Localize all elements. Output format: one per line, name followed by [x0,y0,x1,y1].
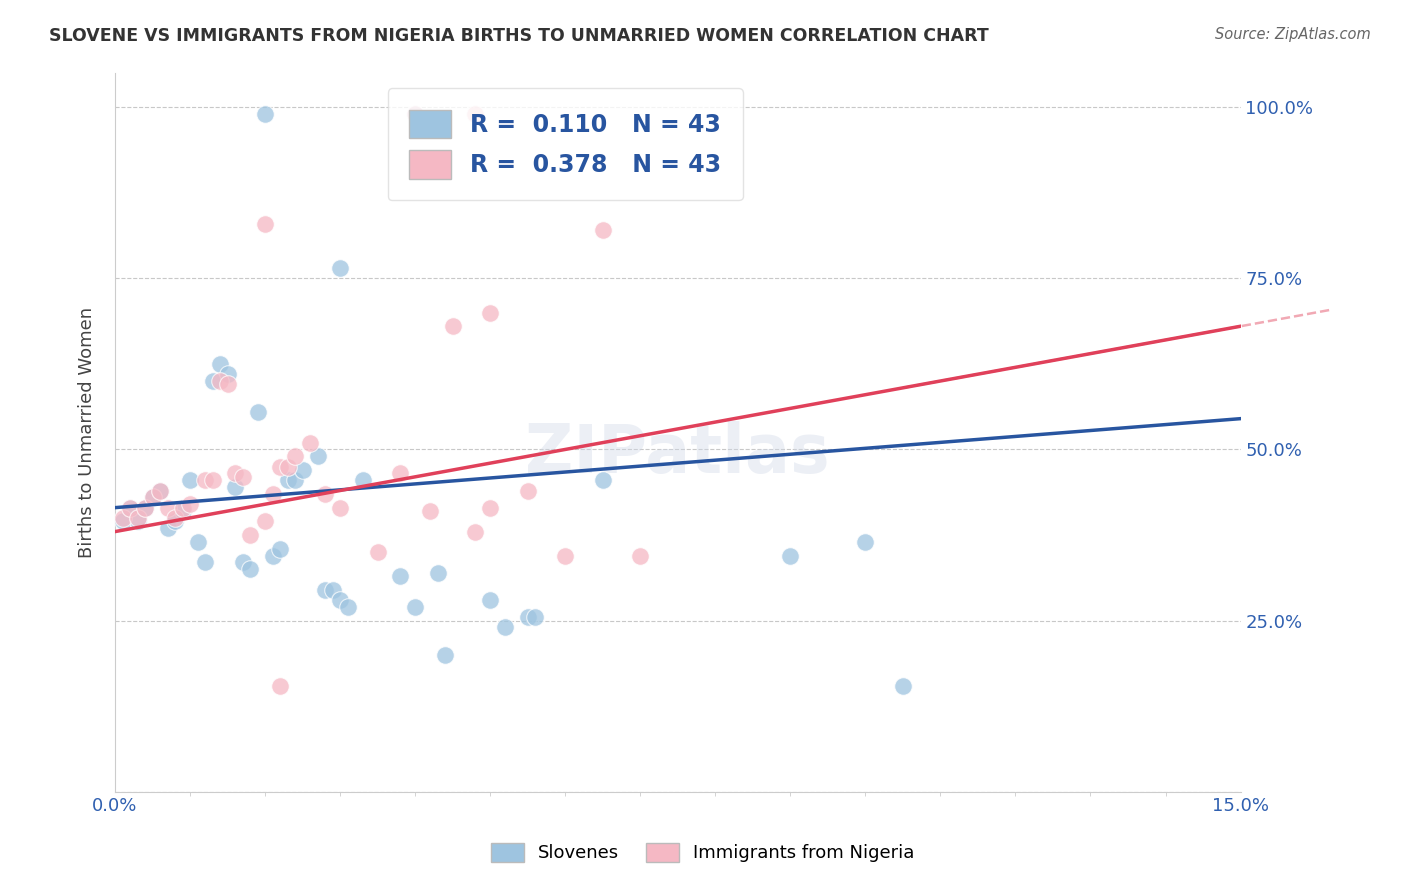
Point [419,504,441,518]
Point [172,504,194,518]
Point [284,450,307,464]
Point [179,497,201,511]
Point [254,514,277,528]
Point [262,549,284,563]
Point [329,261,352,276]
Point [149,483,172,498]
Point [389,569,412,583]
Point [352,473,374,487]
Point [156,521,179,535]
Point [277,473,299,487]
Point [217,377,239,392]
Point [853,534,876,549]
Point [426,566,449,580]
Point [479,500,502,515]
Point [336,599,359,614]
Text: ZIPatlas: ZIPatlas [526,421,830,487]
Point [149,483,172,498]
Point [134,500,156,515]
Point [134,500,156,515]
Point [779,549,801,563]
Y-axis label: Births to Unmarried Women: Births to Unmarried Women [79,307,96,558]
Point [307,450,329,464]
Point [269,679,291,693]
Point [592,223,614,237]
Point [172,500,194,515]
Point [464,524,486,539]
Point [217,367,239,381]
Point [111,511,134,525]
Point [118,500,141,515]
Point [141,491,163,505]
Point [246,405,269,419]
Legend: Slovenes, Immigrants from Nigeria: Slovenes, Immigrants from Nigeria [484,836,922,870]
Point [314,582,336,597]
Point [329,500,352,515]
Point [224,467,246,481]
Point [254,107,277,121]
Point [479,305,502,319]
Point [516,610,538,624]
Point [165,514,187,528]
Point [127,514,149,528]
Point [269,541,291,556]
Point [156,500,179,515]
Point [291,463,314,477]
Point [187,534,209,549]
Point [404,107,426,121]
Point [254,217,277,231]
Point [194,473,217,487]
Point [284,473,307,487]
Point [269,459,291,474]
Point [127,511,149,525]
Point [194,555,217,569]
Point [441,319,464,334]
Point [201,374,224,388]
Point [232,470,254,484]
Point [404,599,426,614]
Point [524,610,547,624]
Point [592,473,614,487]
Point [367,545,389,559]
Point [299,435,322,450]
Point [434,648,457,662]
Point [111,514,134,528]
Point [314,487,336,501]
Point [494,620,516,634]
Point [239,562,262,576]
Point [464,107,486,121]
Point [118,500,141,515]
Point [277,459,299,474]
Point [389,467,412,481]
Point [262,487,284,501]
Text: Source: ZipAtlas.com: Source: ZipAtlas.com [1215,27,1371,42]
Text: SLOVENE VS IMMIGRANTS FROM NIGERIA BIRTHS TO UNMARRIED WOMEN CORRELATION CHART: SLOVENE VS IMMIGRANTS FROM NIGERIA BIRTH… [49,27,988,45]
Point [239,528,262,542]
Point [209,374,232,388]
Point [224,480,246,494]
Point [479,593,502,607]
Point [232,555,254,569]
Point [516,483,538,498]
Point [141,491,163,505]
Legend: R =  0.110   N = 43, R =  0.378   N = 43: R = 0.110 N = 43, R = 0.378 N = 43 [388,88,742,201]
Point [209,357,232,371]
Point [554,549,576,563]
Point [404,107,426,121]
Point [628,549,651,563]
Point [891,679,914,693]
Point [329,593,352,607]
Point [322,582,344,597]
Point [201,473,224,487]
Point [179,473,201,487]
Point [165,511,187,525]
